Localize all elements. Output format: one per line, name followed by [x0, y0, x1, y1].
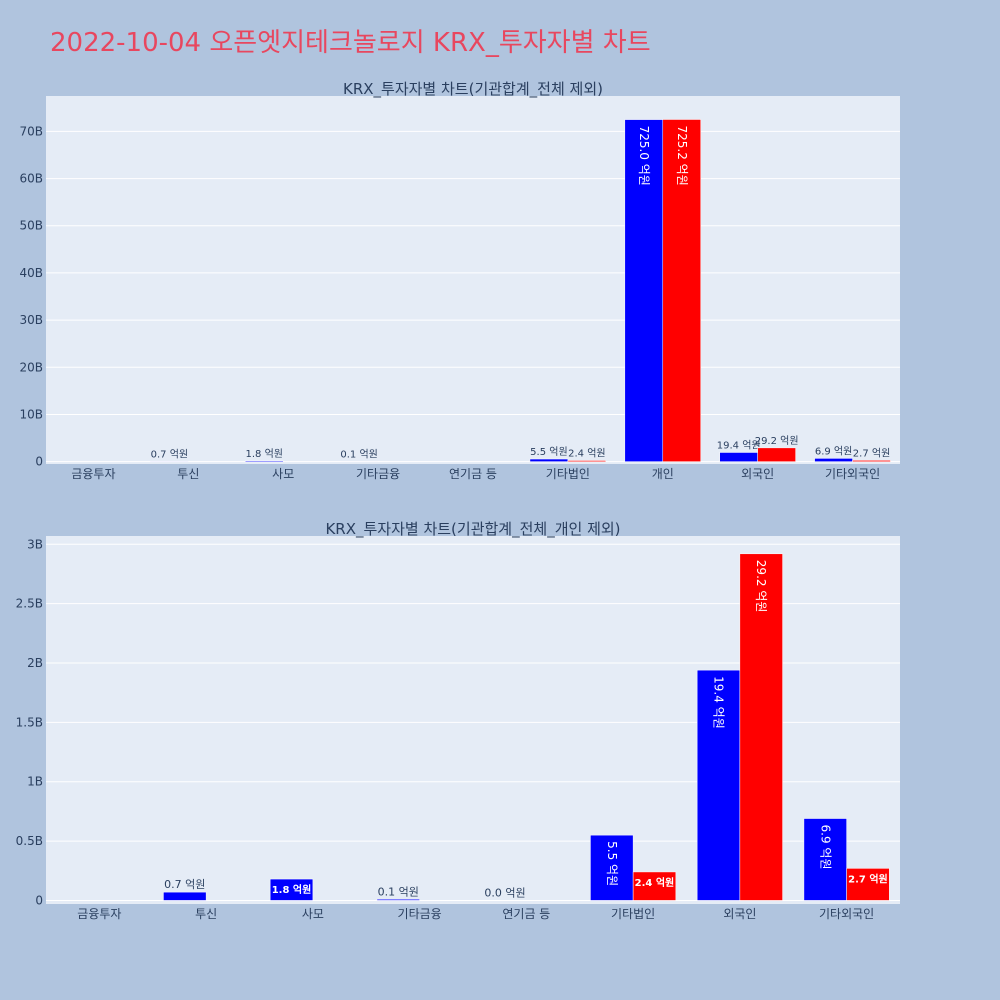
- bar: [739, 553, 783, 901]
- bar: [624, 119, 664, 462]
- data-label: 19.4 억원: [712, 676, 726, 729]
- y-tick-label: 3B: [27, 537, 43, 551]
- y-tick-label: 40B: [19, 266, 43, 280]
- y-tick-label: 70B: [19, 124, 43, 138]
- data-label: 1.8 억원: [246, 448, 283, 460]
- data-label: 2.7 억원: [853, 447, 890, 459]
- bar: [757, 447, 796, 462]
- y-tick-label: 0: [35, 893, 43, 907]
- y-tick-label: 30B: [19, 313, 43, 327]
- y-tick-label: 2.5B: [16, 597, 43, 611]
- bar: [846, 868, 890, 901]
- bar: [245, 460, 284, 462]
- data-label: 0.1 억원: [340, 449, 377, 461]
- x-tick-label: 사모: [272, 467, 294, 481]
- bar: [803, 818, 847, 901]
- bar: [567, 460, 607, 462]
- bar: [632, 871, 677, 901]
- y-tick-label: 20B: [19, 360, 43, 374]
- data-label: 5.5 억원: [605, 841, 619, 886]
- data-label: 1.8 억원: [272, 883, 312, 896]
- x-tick-label: 기타금융: [398, 907, 442, 921]
- y-tick-label: 0.5B: [16, 834, 43, 848]
- x-tick-label: 기타법인: [611, 907, 655, 921]
- data-label: 0.0 억원: [484, 886, 525, 899]
- data-label: 6.9 억원: [815, 445, 852, 457]
- chart-title: KRX_투자자별 차트(기관합계_전체_개인 제외): [325, 520, 620, 539]
- x-tick-label: 기타법인: [546, 467, 590, 481]
- x-tick-label: 연기금 등: [502, 907, 550, 921]
- y-tick-label: 0: [35, 455, 43, 469]
- y-tick-label: 1B: [27, 775, 43, 789]
- bar: [163, 891, 207, 901]
- x-tick-label: 금융투자: [71, 467, 115, 481]
- data-label: 2.4 억원: [568, 448, 605, 460]
- data-label: 5.5 억원: [530, 446, 567, 458]
- x-tick-label: 사모: [302, 907, 324, 921]
- data-label: 29.2 억원: [754, 560, 768, 613]
- bar: [269, 878, 314, 901]
- chart-title: KRX_투자자별 차트(기관합계_전체 제외): [343, 80, 603, 99]
- y-tick-label: 10B: [19, 407, 43, 421]
- plot-area: [46, 96, 900, 464]
- y-tick-label: 2B: [27, 656, 43, 670]
- x-tick-label: 기타외국인: [825, 467, 880, 481]
- bar: [662, 119, 701, 462]
- data-label: 0.7 억원: [151, 448, 188, 460]
- bar: [590, 834, 634, 901]
- data-label: 0.1 억원: [378, 885, 419, 898]
- data-label: 2.4 억원: [635, 876, 675, 889]
- data-label: 29.2 억원: [755, 435, 799, 447]
- x-tick-label: 금융투자: [77, 907, 121, 921]
- bar: [852, 460, 891, 462]
- chart-top: 0 10B 20B 30B 40B 50B 60B 70B KRX_투자자별 차트(기관합계_전…: [19, 80, 900, 481]
- data-label: 725.0 억원: [637, 126, 651, 186]
- data-label: 725.2 억원: [675, 125, 689, 185]
- data-label: 2.7 억원: [848, 872, 888, 885]
- y-tick-label: 60B: [19, 172, 43, 186]
- x-tick-label: 외국인: [741, 467, 774, 481]
- page-title: 2022-10-04 오픈엣지테크놀로지 KRX_투자자별 차트: [50, 28, 651, 58]
- bar: [376, 899, 420, 901]
- data-label: 0.7 억원: [164, 878, 205, 891]
- x-tick-label: 기타외국인: [819, 907, 874, 921]
- x-tick-label: 투신: [177, 467, 199, 481]
- x-tick-label: 외국인: [723, 907, 756, 921]
- x-tick-label: 연기금 등: [449, 467, 497, 481]
- y-tick-label: 1.5B: [16, 715, 43, 729]
- x-tick-label: 개인: [652, 467, 674, 481]
- x-tick-label: 투신: [195, 907, 217, 921]
- x-tick-label: 기타금융: [356, 467, 400, 481]
- bar: [814, 458, 853, 462]
- data-label: 19.4 억원: [717, 439, 761, 451]
- y-tick-label: 50B: [19, 219, 43, 233]
- bar: [696, 669, 741, 901]
- data-label: 6.9 억원: [818, 825, 832, 870]
